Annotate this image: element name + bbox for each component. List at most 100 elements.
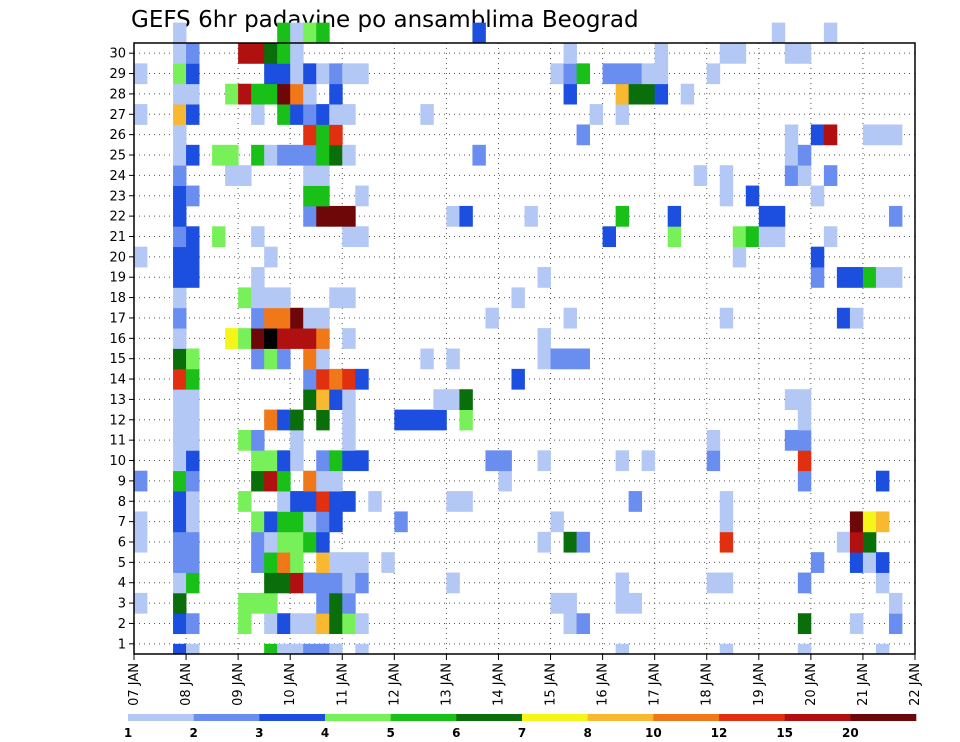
heatmap-cell	[732, 226, 747, 248]
heatmap-cell	[264, 246, 278, 268]
heatmap-cell	[810, 246, 825, 268]
heatmap-cell	[446, 491, 460, 512]
heatmap-cell	[862, 552, 877, 573]
heatmap-cell	[277, 83, 291, 105]
heatmap-cell	[706, 572, 721, 594]
heatmap-cell	[615, 450, 630, 472]
heatmap-cell	[290, 22, 304, 44]
heatmap-cell	[329, 124, 343, 146]
heatmap-cell	[264, 572, 278, 594]
x-tick-label: 17 JAN	[648, 663, 663, 706]
heatmap-cell	[771, 226, 786, 248]
heatmap-cell	[186, 246, 200, 268]
heatmap-cell	[784, 124, 799, 146]
heatmap-cell	[485, 450, 499, 472]
heatmap-cell	[186, 83, 200, 105]
y-tick-label: 28	[109, 87, 126, 102]
colorbar-swatch	[850, 714, 917, 721]
heatmap-cell	[329, 205, 343, 227]
heatmap-cell	[810, 552, 825, 573]
heatmap-cell	[758, 226, 773, 248]
heatmap-cell	[186, 185, 200, 207]
heatmap-cell	[186, 613, 200, 635]
heatmap-cell	[264, 63, 278, 85]
heatmap-cell	[251, 43, 265, 64]
heatmap-cell	[342, 450, 356, 472]
heatmap-cell	[225, 144, 239, 166]
heatmap-cell	[810, 124, 825, 146]
heatmap-cell	[342, 104, 356, 125]
heatmap-cell	[277, 613, 291, 635]
heatmap-cell	[342, 429, 356, 451]
y-tick-label: 30	[109, 47, 126, 62]
heatmap-cell	[641, 83, 656, 105]
heatmap-cell	[251, 83, 265, 105]
heatmap-cell	[186, 429, 200, 451]
heatmap-cell	[329, 470, 343, 492]
x-tick-label: 10 JAN	[283, 663, 298, 706]
heatmap-cell	[173, 328, 187, 349]
heatmap-cell	[537, 450, 551, 472]
heatmap-cell	[173, 429, 187, 451]
heatmap-cell	[433, 389, 447, 410]
heatmap-cell	[303, 63, 317, 85]
heatmap-cell	[251, 429, 265, 451]
heatmap-cell	[563, 63, 577, 85]
heatmap-cell	[537, 328, 551, 349]
heatmap-cell	[290, 144, 304, 166]
heatmap-cell	[836, 267, 851, 288]
heatmap-cell	[173, 572, 187, 594]
heatmap-cell	[511, 287, 525, 309]
heatmap-cell	[134, 470, 148, 492]
heatmap-cell	[719, 643, 734, 655]
heatmap-cell	[173, 470, 187, 492]
heatmap-cell	[303, 511, 317, 533]
y-tick-label: 12	[109, 413, 126, 428]
heatmap-cell	[290, 43, 304, 64]
heatmap-cell	[537, 348, 551, 370]
heatmap-cell	[303, 643, 317, 655]
heatmap-cell	[303, 205, 317, 227]
heatmap-cell	[615, 572, 630, 594]
y-tick-label: 20	[109, 250, 126, 265]
y-tick-label: 29	[109, 67, 126, 82]
heatmap-cell	[173, 511, 187, 533]
heatmap-cell	[277, 409, 291, 431]
heatmap-cell	[706, 63, 721, 85]
heatmap-cell	[316, 643, 330, 655]
heatmap-cell	[264, 287, 278, 309]
heatmap-cell	[459, 205, 473, 227]
chart-title: GEFS 6hr padavine po ansamblima Beograd	[131, 7, 639, 33]
heatmap-cell	[589, 104, 603, 125]
heatmap-cell	[823, 124, 838, 146]
heatmap-cell	[654, 43, 669, 64]
y-tick-label: 22	[109, 210, 126, 225]
y-tick-label: 16	[109, 332, 126, 347]
y-tick-label: 9	[118, 474, 126, 489]
heatmap-cell	[290, 552, 304, 573]
heatmap-cell	[862, 531, 877, 553]
heatmap-cell	[849, 307, 864, 329]
y-tick-label: 4	[118, 576, 126, 591]
heatmap-cell	[823, 22, 838, 44]
heatmap-cell	[134, 63, 148, 85]
heatmap-cell	[667, 205, 682, 227]
heatmap-cell	[797, 613, 812, 635]
heatmap-cell	[420, 104, 434, 125]
heatmap-cell	[862, 511, 877, 533]
colorbar-label: 8	[583, 726, 591, 740]
heatmap-cell	[186, 43, 200, 64]
heatmap-cell	[290, 429, 304, 451]
heatmap-cell	[316, 491, 330, 512]
heatmap-cell	[316, 511, 330, 533]
heatmap-cell	[342, 328, 356, 349]
heatmap-cell	[277, 491, 291, 512]
heatmap-cell	[251, 307, 265, 329]
heatmap-cell	[238, 43, 252, 64]
heatmap-cell	[836, 307, 851, 329]
heatmap-cell	[459, 389, 473, 410]
y-tick-label: 23	[109, 189, 126, 204]
heatmap-cell	[797, 43, 812, 64]
heatmap-cell	[173, 165, 187, 186]
heatmap-cell	[394, 409, 408, 431]
